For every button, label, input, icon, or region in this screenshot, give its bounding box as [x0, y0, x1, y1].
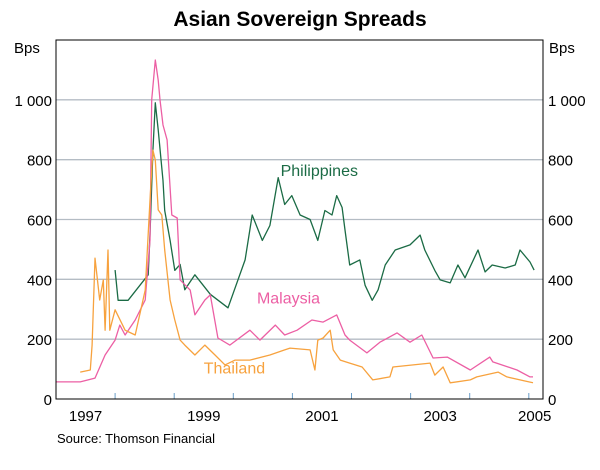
series-label-malaysia: Malaysia: [257, 290, 320, 307]
series-label-thailand: Thailand: [204, 361, 265, 378]
y-tick-label-right: 600: [548, 213, 573, 230]
plot-frame: [55, 39, 544, 400]
chart-title: Asian Sovereign Spreads: [173, 8, 426, 31]
y-axis-label-left: Bps: [14, 40, 40, 57]
y-tick-label-right: 1 000: [548, 93, 586, 110]
x-tick-label: 1997: [69, 408, 102, 425]
y-tick-label-left: 200: [27, 332, 52, 349]
y-tick-label-right: 800: [548, 153, 573, 170]
source-note: Source: Thomson Financial: [57, 431, 215, 446]
x-tick-label: 2005: [518, 408, 551, 425]
y-axis-label-right: Bps: [549, 40, 575, 57]
y-tick-label-left: 0: [44, 392, 52, 409]
series-line-philippines: [114, 102, 535, 309]
y-tick-label-right: 200: [548, 332, 573, 349]
series-line-thailand: [80, 149, 534, 384]
series-line-malaysia: [56, 59, 533, 383]
x-tick-label: 2001: [305, 408, 338, 425]
y-tick-label-left: 800: [27, 153, 52, 170]
series-label-philippines: Philippines: [281, 163, 358, 180]
x-tick-label: 2003: [423, 408, 456, 425]
x-tick-label: 1999: [187, 408, 220, 425]
y-tick-label-left: 1 000: [14, 93, 52, 110]
y-tick-label-right: 400: [548, 272, 573, 289]
y-tick-label-right: 0: [548, 392, 556, 409]
y-tick-label-left: 400: [27, 272, 52, 289]
y-tick-label-left: 600: [27, 213, 52, 230]
